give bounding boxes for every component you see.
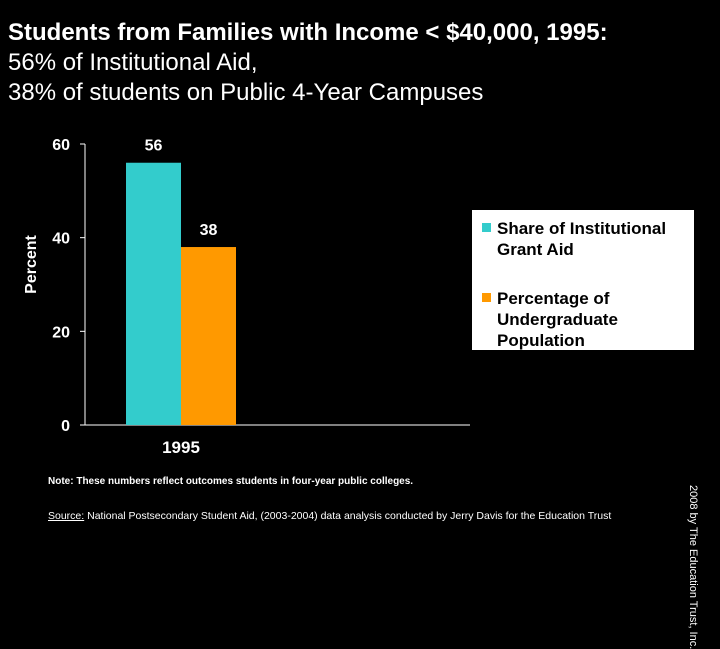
legend-label-undergrad-population: Percentage of Undergraduate Population (497, 289, 618, 350)
y-tick-label: 0 (61, 418, 70, 435)
title-line-3: 38% of students on Public 4-Year Campuse… (8, 79, 484, 106)
legend-label-institutional-aid: Share of Institutional Grant Aid (497, 219, 667, 259)
title-line-1: Students from Families with Income < $40… (8, 19, 608, 46)
legend-item-undergrad-population: Percentage of Undergraduate Population (482, 288, 687, 351)
source-label: Source: (48, 510, 85, 522)
y-tick-label: 20 (52, 324, 70, 341)
bar-chart: 0 20 40 60 Percent 56 38 1995 (23, 137, 470, 457)
y-tick-label: 60 (52, 137, 70, 154)
legend-item-institutional-aid: Share of Institutional Grant Aid (482, 218, 687, 260)
bar-data-label: 56 (145, 138, 163, 155)
title-line-2: 56% of Institutional Aid, (8, 49, 258, 76)
copyright-text: 2008 by The Education Trust, Inc. (687, 485, 699, 649)
bar-undergrad-population (181, 247, 236, 425)
bar-data-label: 38 (200, 222, 218, 239)
legend-swatch-orange (482, 293, 491, 302)
slide-title: Students from Families with Income < $40… (8, 18, 718, 108)
y-tick-label: 40 (52, 231, 70, 248)
source-citation: Source: National Postsecondary Student A… (48, 510, 611, 522)
chart-note: Note: These numbers reflect outcomes stu… (48, 476, 414, 487)
y-axis-label: Percent (23, 234, 40, 293)
legend-swatch-teal (482, 223, 491, 232)
chart-legend: Share of Institutional Grant Aid Percent… (472, 210, 694, 350)
source-text: National Postsecondary Student Aid, (200… (84, 510, 612, 522)
x-category-label: 1995 (162, 438, 200, 457)
bar-institutional-aid (126, 162, 181, 425)
